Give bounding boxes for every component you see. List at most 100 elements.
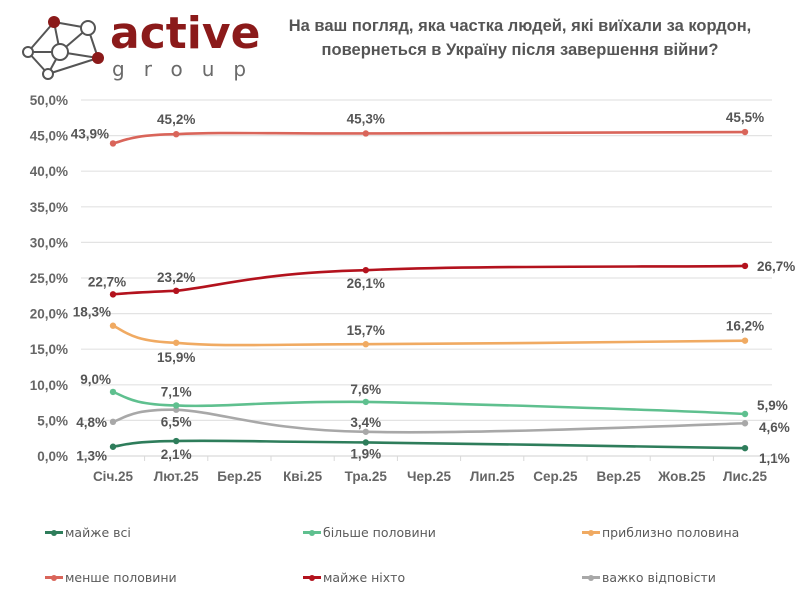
data-point — [109, 322, 117, 329]
data-labels: 4,8% 6,5% 3,4% 4,6% 1,3% 2,1% 1,9% 1,1% 9,0% 7,1%… — [71, 110, 796, 466]
y-tick-label: 40,0% — [30, 164, 68, 179]
data-label: 23,2% — [157, 270, 195, 285]
legend-label: приблизно половина — [602, 525, 740, 540]
data-label: 2,1% — [161, 447, 192, 462]
logo-subtitle: group — [112, 57, 266, 81]
x-tick-label: Вер.25 — [596, 469, 641, 484]
x-tick-label: Кві.25 — [283, 469, 323, 484]
data-point — [362, 428, 369, 435]
data-label: 7,6% — [350, 382, 381, 397]
data-label: 6,5% — [161, 415, 192, 430]
data-label: 43,9% — [71, 126, 109, 141]
data-label: 7,1% — [161, 384, 192, 399]
data-label: 1,1% — [759, 451, 790, 466]
x-tick-label: Жов.25 — [657, 469, 706, 484]
data-label: 16,2% — [726, 319, 764, 334]
series-line — [111, 324, 747, 347]
data-point — [741, 262, 749, 270]
legend-label: більше половини — [323, 525, 436, 540]
legend-swatch-icon — [45, 574, 63, 581]
data-label: 45,3% — [347, 111, 385, 126]
y-tick-label: 15,0% — [30, 342, 68, 357]
x-tick-label: Лис.25 — [723, 469, 768, 484]
y-tick-label: 0,0% — [37, 449, 68, 464]
data-point — [173, 339, 180, 346]
gridlines — [81, 99, 772, 457]
data-point — [362, 341, 369, 348]
legend-label: майже ніхто — [323, 570, 406, 585]
y-tick-label: 50,0% — [30, 93, 68, 108]
series-line — [111, 130, 747, 145]
series-line — [111, 264, 747, 296]
y-tick-label: 45,0% — [30, 129, 68, 144]
legend-item: важко відповісти — [582, 570, 716, 585]
data-point — [741, 420, 749, 427]
data-label: 15,9% — [157, 350, 195, 365]
data-label: 22,7% — [88, 274, 126, 289]
data-label: 45,2% — [157, 112, 195, 127]
data-point — [173, 287, 180, 295]
x-tick-label: Тра.25 — [345, 469, 388, 484]
data-point — [362, 398, 369, 406]
legend-item: майже всі — [45, 525, 131, 540]
legend-item: більше половини — [303, 525, 436, 540]
legend-swatch-icon — [582, 529, 600, 536]
legend-label: менше половини — [65, 570, 177, 585]
y-tick-label: 35,0% — [30, 200, 68, 215]
y-tick-label: 30,0% — [30, 235, 68, 250]
series-lines — [109, 128, 749, 452]
series-line — [111, 439, 747, 450]
legend-item: майже ніхто — [303, 570, 405, 585]
data-point — [173, 402, 180, 409]
data-label: 5,9% — [757, 398, 788, 413]
x-tick-label: Січ.25 — [93, 469, 134, 484]
data-point — [109, 140, 117, 147]
chart-legend: майже всі більше половини приблизно полови… — [0, 510, 800, 600]
data-point — [173, 130, 180, 138]
legend-swatch-icon — [303, 529, 321, 536]
active-group-logo: active group — [18, 8, 260, 88]
x-axis: Січ.25 Лют.25 Бер.25 Кві.25 Тра.25 Чер.25 Лип.… — [80, 456, 778, 484]
data-point — [741, 444, 749, 452]
data-point — [741, 337, 749, 344]
chart-title-line-1: На ваш погляд, яка частка людей, які виї… — [288, 17, 752, 35]
data-label: 26,7% — [757, 259, 795, 274]
data-label: 1,3% — [76, 449, 107, 464]
legend-item: менше половини — [45, 570, 177, 585]
data-point — [741, 410, 749, 418]
y-tick-label: 5,0% — [37, 413, 68, 428]
legend-swatch-icon — [582, 574, 600, 581]
data-point — [362, 439, 369, 446]
data-label: 9,0% — [80, 372, 111, 387]
network-logo-icon — [22, 16, 104, 80]
data-label: 45,5% — [726, 110, 764, 125]
data-point — [109, 418, 117, 426]
data-point — [109, 388, 117, 396]
data-point — [109, 443, 117, 450]
legend-swatch-icon — [45, 529, 63, 536]
y-tick-label: 20,0% — [30, 307, 68, 322]
logo-wordmark: active — [110, 8, 261, 59]
data-label: 4,6% — [759, 420, 790, 435]
series-line — [111, 408, 747, 434]
legend-item: приблизно половина — [582, 525, 739, 540]
data-point — [362, 130, 369, 137]
data-point — [173, 437, 180, 445]
legend-label: важко відповісти — [602, 570, 716, 585]
chart-title: На ваш погляд, яка частка людей, які виї… — [250, 14, 790, 62]
x-tick-label: Чер.25 — [407, 469, 451, 484]
x-tick-label: Бер.25 — [217, 469, 262, 484]
legend-swatch-icon — [303, 574, 321, 581]
y-tick-label: 10,0% — [30, 378, 68, 393]
y-tick-label: 25,0% — [30, 271, 68, 286]
x-tick-label: Сер.25 — [533, 469, 578, 484]
data-label: 4,8% — [76, 415, 107, 430]
line-chart: 0,0% 5,0% 10,0% 15,0% 20,0% 25,0% 30,0% 35,0% 40… — [30, 93, 796, 484]
x-tick-label: Лип.25 — [470, 469, 515, 484]
legend-label: майже всі — [65, 525, 131, 540]
data-label: 3,4% — [350, 415, 381, 430]
x-tick-label: Лют.25 — [154, 469, 199, 484]
data-label: 1,9% — [350, 446, 381, 461]
chart-title-line-2: повернеться в Україну після завершення в… — [321, 41, 719, 59]
data-label: 18,3% — [73, 305, 111, 320]
